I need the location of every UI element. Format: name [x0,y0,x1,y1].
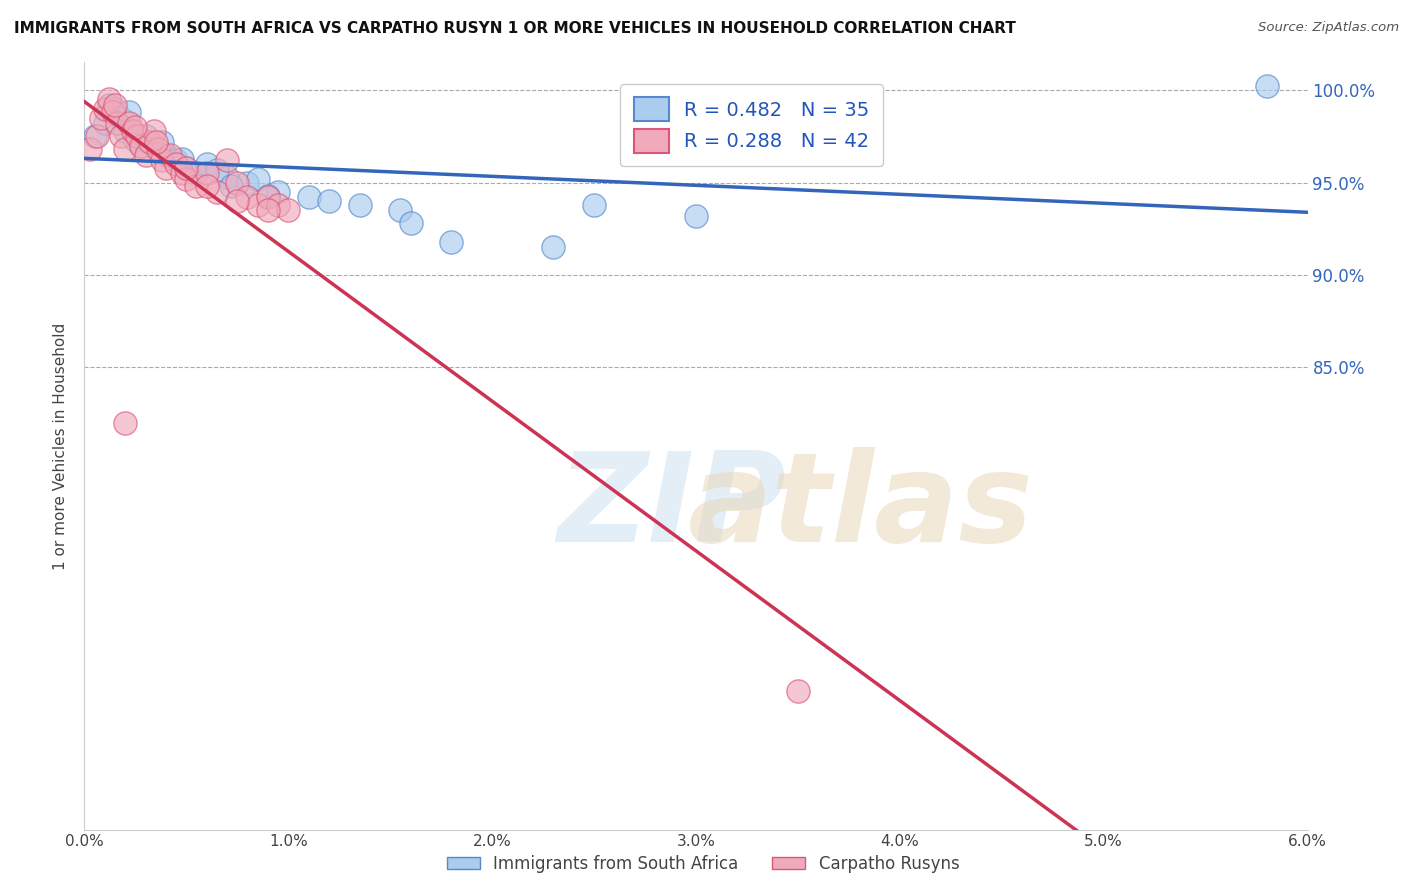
Point [104,98,127,112]
Point [174,161,197,175]
Point [389,203,412,218]
Point [105,116,128,130]
Point [186,179,208,194]
Point [127,129,149,144]
Point [165,157,187,171]
Point [246,172,269,186]
Point [318,194,340,208]
Point [217,153,239,168]
Point [195,157,218,171]
Point [186,166,208,180]
Point [118,105,141,120]
Legend: R = 0.482   N = 35, R = 0.288   N = 42: R = 0.482 N = 35, R = 0.288 N = 42 [620,84,883,166]
Point [90,111,112,125]
Y-axis label: 1 or more Vehicles in Household: 1 or more Vehicles in Household [53,322,69,570]
Point [267,185,290,199]
Point [165,153,187,168]
Point [104,102,127,116]
Legend: Immigrants from South Africa, Carpatho Rusyns: Immigrants from South Africa, Carpatho R… [440,848,966,880]
Point [131,138,153,153]
Point [97,98,120,112]
Point [101,105,124,120]
Point [205,185,228,199]
Text: ZIP: ZIP [557,447,786,568]
Point [150,153,173,168]
Point [135,129,157,144]
Point [124,133,146,147]
Point [93,116,115,130]
Point [118,116,141,130]
Point [110,111,132,125]
Point [114,416,136,430]
Point [246,198,269,212]
Point [195,179,218,194]
Point [122,124,145,138]
Point [79,142,101,156]
Point [277,203,299,218]
Text: IMMIGRANTS FROM SOUTH AFRICA VS CARPATHO RUSYN 1 OR MORE VEHICLES IN HOUSEHOLD C: IMMIGRANTS FROM SOUTH AFRICA VS CARPATHO… [14,21,1017,36]
Point [110,129,132,144]
Point [257,188,280,202]
Text: Source: ZipAtlas.com: Source: ZipAtlas.com [1258,21,1399,34]
Point [155,161,177,175]
Point [155,148,177,162]
Point [124,120,146,135]
Point [257,190,280,204]
Point [142,124,165,138]
Point [114,142,136,156]
Point [83,129,105,144]
Text: atlas: atlas [688,447,1033,568]
Point [138,135,160,149]
Point [236,190,259,204]
Point [205,162,228,177]
Point [583,198,606,212]
Point [543,240,565,254]
Point [226,194,249,208]
Point [135,148,157,162]
Point [174,172,197,186]
Point [1256,79,1278,94]
Point [236,176,259,190]
Point [93,102,115,116]
Point [159,148,181,162]
Point [298,190,321,204]
Point [685,209,707,223]
Point [219,179,242,194]
Point [145,142,167,156]
Point [267,198,290,212]
Point [217,169,239,184]
Point [97,92,120,106]
Point [787,684,810,698]
Point [349,198,371,212]
Point [114,124,136,138]
Point [172,152,194,166]
Point [131,138,153,153]
Point [145,135,167,149]
Point [172,166,194,180]
Point [226,176,249,190]
Point [195,166,218,180]
Point [440,235,463,249]
Point [86,129,108,144]
Point [399,216,422,230]
Point [146,142,169,156]
Point [150,135,173,149]
Point [257,203,280,218]
Point [174,161,197,175]
